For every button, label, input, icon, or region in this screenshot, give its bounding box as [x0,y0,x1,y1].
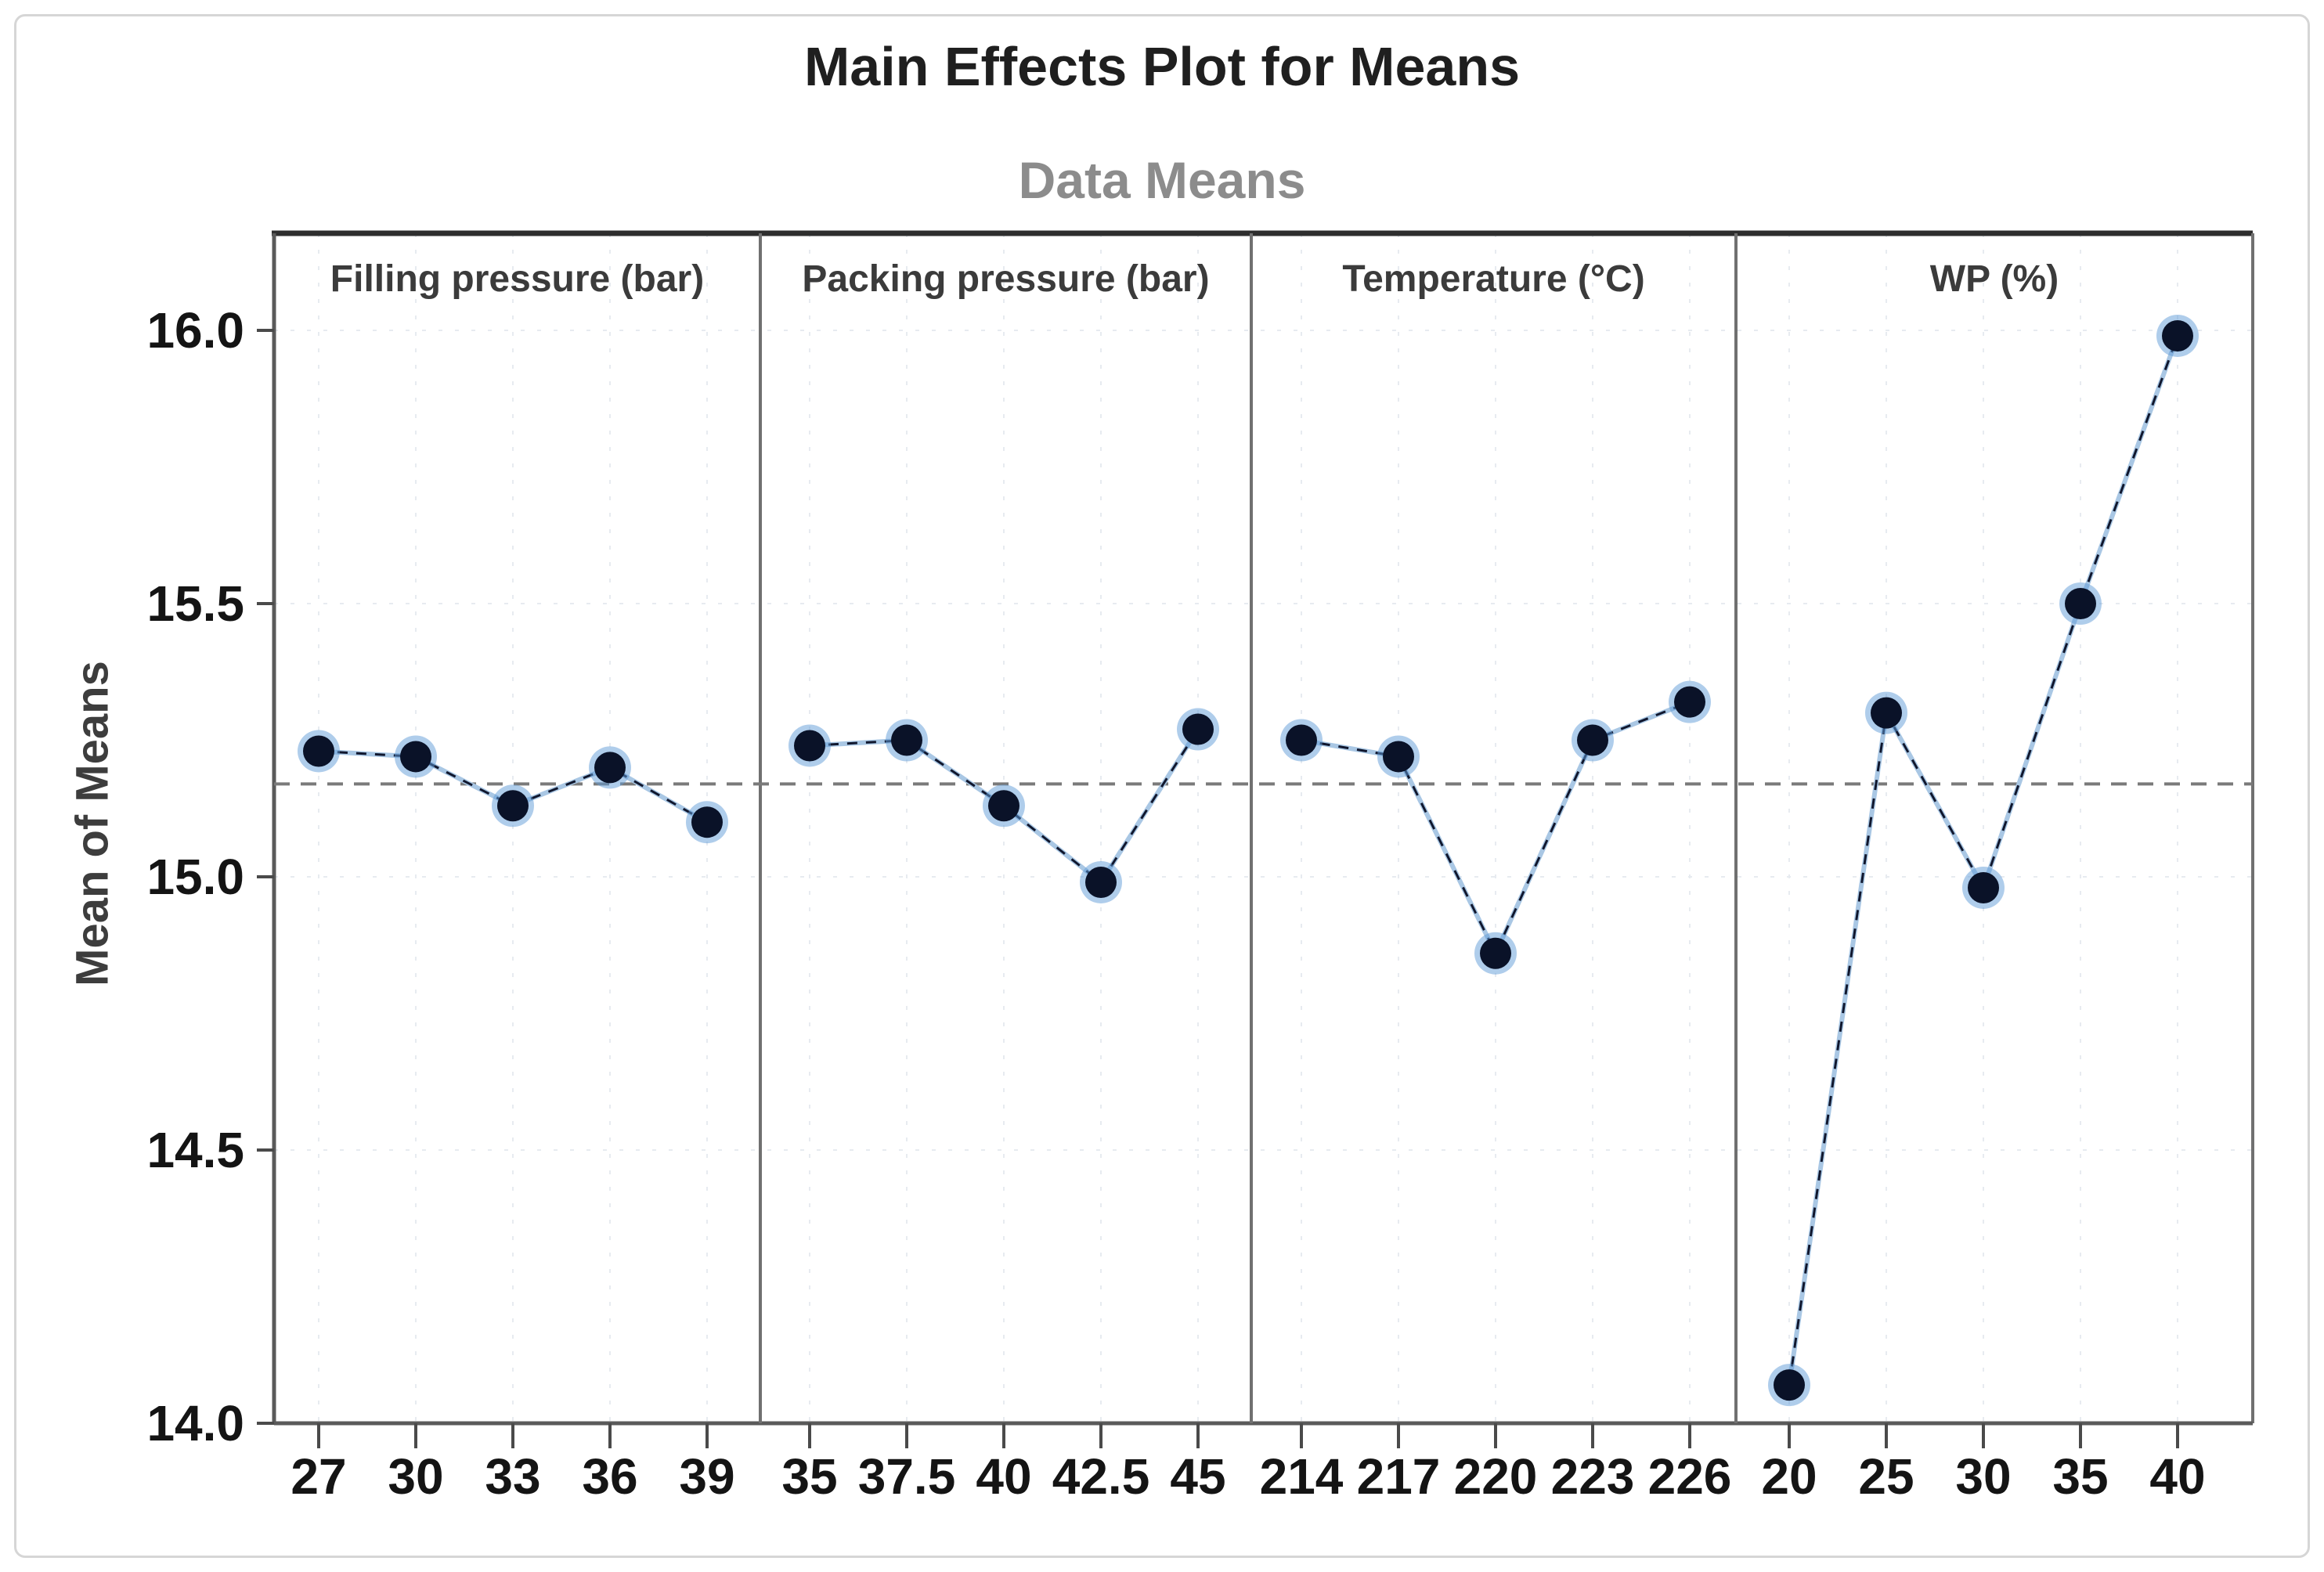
series-line [1301,701,1691,957]
panel-header: Filling pressure (bar) [330,258,704,300]
data-point [1286,724,1317,756]
data-point [400,741,431,773]
y-tick-label: 15.0 [146,849,244,905]
x-tick-label: 20 [1761,1448,1817,1505]
data-point [1674,686,1705,718]
x-tick-label: 25 [1858,1448,1914,1505]
x-tick-label: 39 [679,1448,734,1505]
x-tick-label: 226 [1648,1448,1732,1505]
data-point [1182,713,1214,745]
data-point [2065,588,2096,619]
panel-header: WP (%) [1930,258,2059,300]
chart-subtitle: Data Means [1018,151,1306,209]
x-tick-label: 30 [388,1448,443,1505]
panel-header: Packing pressure (bar) [802,258,1209,300]
x-tick-label: 40 [976,1448,1031,1505]
x-tick-label: 35 [2052,1448,2108,1505]
data-point [1871,697,1902,729]
data-point [497,790,529,822]
data-point [988,790,1019,822]
data-point [1383,741,1414,773]
y-tick-label: 15.5 [146,575,244,632]
data-point [891,724,922,756]
x-tick-label: 42.5 [1052,1448,1150,1505]
x-tick-label: 40 [2149,1448,2205,1505]
data-point [1085,866,1117,898]
series-line [318,749,708,824]
y-tick-label: 14.5 [146,1122,244,1178]
data-point [303,735,334,767]
x-tick-label: 36 [582,1448,637,1505]
x-tick-label: 214 [1260,1448,1344,1505]
chart-title: Main Effects Plot for Means [803,36,1521,97]
x-tick-label: 27 [290,1448,346,1505]
x-tick-label: 33 [485,1448,540,1505]
x-tick-label: 45 [1170,1448,1225,1505]
panel-header: Temperature (°C) [1342,258,1644,300]
data-point [1774,1369,1805,1401]
y-tick-label: 14.0 [146,1395,244,1451]
data-point [2162,319,2193,352]
data-point [1480,937,1511,969]
x-tick-label: 35 [781,1448,837,1505]
x-tick-label: 220 [1454,1448,1538,1505]
data-point [1577,724,1608,756]
data-point [594,752,626,784]
y-tick-label: 16.0 [146,302,244,359]
x-tick-label: 30 [1955,1448,2011,1505]
x-tick-label: 217 [1357,1448,1441,1505]
data-point [794,730,825,762]
series-line [1788,335,2179,1386]
data-point [1968,871,1999,903]
x-tick-label: 37.5 [858,1448,956,1505]
x-tick-label: 223 [1551,1448,1635,1505]
data-point [691,806,723,838]
